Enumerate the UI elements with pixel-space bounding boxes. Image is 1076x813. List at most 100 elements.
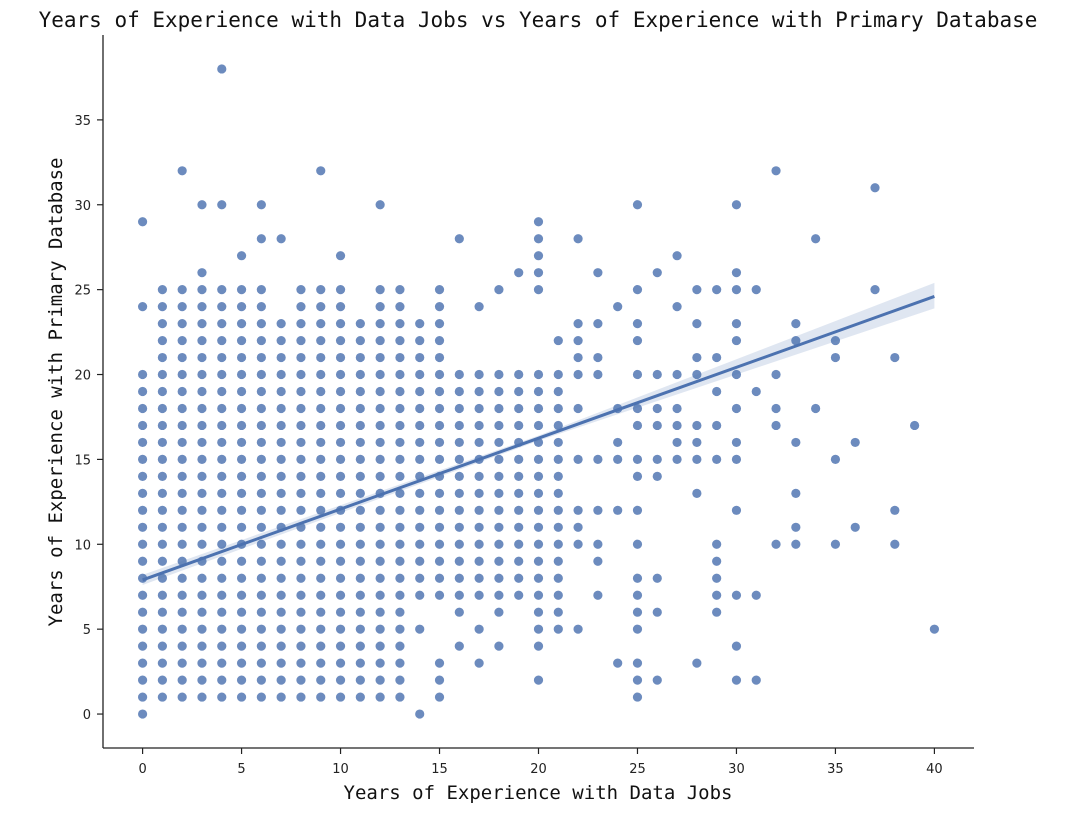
data-point	[632, 318, 643, 329]
data-point	[197, 590, 207, 600]
data-point	[494, 285, 504, 295]
data-point	[355, 641, 365, 651]
y-axis-label: Years of Experience with Primary Databas…	[45, 158, 67, 627]
data-point	[335, 692, 346, 702]
data-point	[771, 420, 781, 431]
data-point	[573, 318, 583, 329]
data-point	[771, 539, 781, 549]
data-point	[395, 285, 405, 295]
data-point	[474, 573, 484, 583]
data-point	[514, 403, 524, 414]
data-point	[434, 437, 445, 448]
data-point	[712, 539, 722, 549]
data-point	[177, 285, 187, 295]
data-point	[454, 234, 464, 244]
data-point	[217, 607, 227, 617]
data-point	[553, 386, 563, 397]
data-point	[573, 454, 583, 465]
data-point	[731, 200, 742, 210]
data-point	[415, 437, 425, 448]
data-point	[434, 302, 445, 312]
y-tick-label: 20	[74, 369, 91, 384]
data-point	[593, 590, 603, 600]
data-point	[613, 437, 623, 448]
data-point	[514, 420, 524, 431]
data-point	[830, 539, 841, 549]
x-tick-label: 15	[431, 762, 448, 777]
data-point	[375, 285, 385, 295]
data-point	[632, 454, 643, 465]
data-point	[395, 352, 405, 363]
data-point	[395, 641, 405, 651]
data-point	[533, 505, 544, 515]
data-point	[533, 624, 544, 634]
data-point	[157, 658, 167, 668]
data-point	[632, 573, 643, 583]
x-tick-label: 30	[728, 762, 745, 777]
data-point	[137, 590, 148, 600]
data-point	[335, 403, 346, 414]
data-point	[434, 692, 445, 702]
data-point	[533, 607, 544, 617]
data-point	[395, 556, 405, 566]
data-point	[375, 573, 385, 583]
x-tick-label: 10	[332, 762, 349, 777]
x-tick-label: 0	[138, 762, 146, 777]
data-point	[712, 285, 722, 295]
data-point	[613, 658, 623, 668]
data-point	[395, 692, 405, 702]
data-point	[316, 302, 326, 312]
data-point	[137, 471, 148, 481]
data-point	[494, 369, 504, 380]
data-point	[296, 556, 306, 566]
data-point	[316, 166, 326, 176]
data-point	[137, 369, 148, 380]
data-point	[632, 369, 643, 380]
data-point	[335, 318, 346, 329]
data-point	[375, 369, 385, 380]
data-point	[316, 556, 326, 566]
data-point	[573, 352, 583, 363]
data-point	[177, 166, 187, 176]
data-point	[296, 437, 306, 448]
data-point	[375, 590, 385, 600]
data-point	[157, 675, 167, 685]
data-point	[157, 369, 167, 380]
data-point	[217, 505, 227, 515]
data-point	[632, 471, 643, 481]
data-point	[335, 607, 346, 617]
data-point	[415, 403, 425, 414]
data-point	[355, 471, 365, 481]
data-point	[256, 692, 266, 702]
data-point	[474, 471, 484, 481]
data-point	[375, 539, 385, 549]
data-point	[276, 590, 286, 600]
data-point	[197, 539, 207, 549]
data-point	[217, 658, 227, 668]
data-point	[395, 675, 405, 685]
data-point	[731, 335, 742, 346]
data-point	[731, 454, 742, 465]
data-point	[593, 318, 603, 329]
data-point	[355, 369, 365, 380]
data-point	[355, 420, 365, 431]
data-point	[890, 352, 900, 363]
data-point	[494, 454, 504, 465]
data-point	[296, 335, 306, 346]
data-point	[454, 539, 464, 549]
data-point	[276, 658, 286, 668]
data-point	[355, 454, 365, 465]
data-point	[474, 658, 484, 668]
data-point	[395, 403, 405, 414]
data-point	[217, 64, 227, 74]
data-point	[553, 369, 563, 380]
data-point	[434, 285, 445, 295]
data-point	[672, 437, 682, 448]
data-point	[217, 200, 227, 210]
data-point	[731, 675, 742, 685]
data-point	[217, 522, 227, 532]
x-tick-label: 35	[827, 762, 844, 777]
data-point	[454, 369, 464, 380]
data-point	[474, 420, 484, 431]
data-point	[217, 302, 227, 312]
